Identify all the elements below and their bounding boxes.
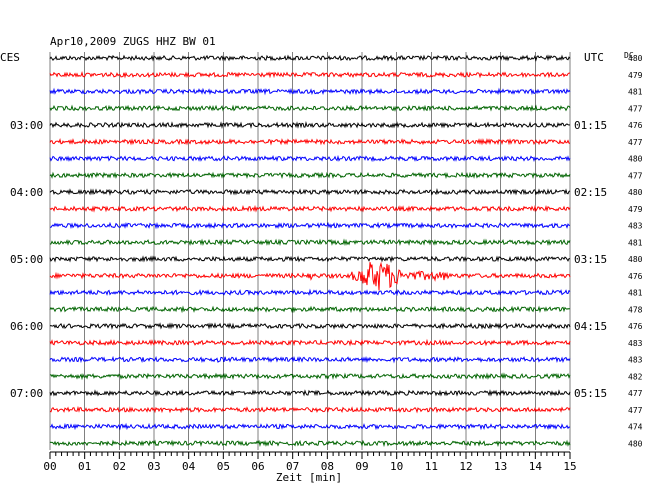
dc-value: 477 bbox=[628, 389, 643, 398]
trace-20 bbox=[49, 389, 571, 397]
right-time-label: 04:15 bbox=[574, 320, 607, 333]
trace-13 bbox=[49, 261, 571, 291]
right-time-label: 02:15 bbox=[574, 186, 607, 199]
trace-7 bbox=[49, 171, 571, 180]
dc-value: 477 bbox=[628, 406, 643, 415]
trace-3 bbox=[49, 104, 571, 112]
dc-value: 477 bbox=[628, 171, 643, 180]
trace-9 bbox=[49, 204, 571, 213]
left-timezone-label: CES bbox=[0, 51, 20, 64]
left-time-label: 06:00 bbox=[10, 320, 43, 333]
x-axis-label: Zeit [min] bbox=[276, 471, 342, 484]
trace-14 bbox=[49, 288, 571, 297]
x-tick-label: 11 bbox=[425, 460, 438, 473]
trace-6 bbox=[49, 154, 571, 163]
trace-21 bbox=[49, 405, 571, 414]
dc-value: 474 bbox=[628, 423, 643, 432]
x-tick-label: 10 bbox=[390, 460, 403, 473]
dc-value: 478 bbox=[628, 305, 643, 314]
x-tick-label: 08 bbox=[321, 460, 334, 473]
dc-value: 476 bbox=[628, 322, 643, 331]
dc-value: 481 bbox=[628, 238, 643, 247]
x-tick-label: 04 bbox=[182, 460, 196, 473]
dc-label: DC bbox=[624, 51, 634, 60]
dc-value: 480 bbox=[628, 188, 643, 197]
x-tick-label: 14 bbox=[529, 460, 543, 473]
dc-value: 480 bbox=[628, 255, 643, 264]
x-tick-label: 02 bbox=[113, 460, 126, 473]
trace-8 bbox=[49, 187, 571, 196]
dc-value: 481 bbox=[628, 289, 643, 298]
trace-19 bbox=[49, 372, 571, 381]
dc-value: 480 bbox=[628, 439, 643, 448]
right-time-label: 01:15 bbox=[574, 119, 607, 132]
x-tick-label: 03 bbox=[147, 460, 160, 473]
dc-value: 476 bbox=[628, 121, 643, 130]
chart-title: Apr10,2009 ZUGS HHZ BW 01 bbox=[50, 35, 216, 48]
right-time-label: 05:15 bbox=[574, 387, 607, 400]
trace-10 bbox=[50, 221, 571, 230]
left-time-label: 03:00 bbox=[10, 119, 43, 132]
trace-23 bbox=[49, 439, 571, 448]
trace-15 bbox=[49, 305, 571, 314]
trace-2 bbox=[49, 87, 571, 96]
trace-22 bbox=[49, 422, 571, 431]
x-axis: 00 01 02 03 04 05 06 07 08 09 10 11 12 13 14 15 bbox=[43, 451, 577, 473]
dc-value: 480 bbox=[628, 54, 643, 63]
trace-0 bbox=[49, 54, 571, 62]
trace-12 bbox=[49, 255, 571, 263]
x-tick-label: 15 bbox=[563, 460, 576, 473]
x-tick-label: 12 bbox=[459, 460, 472, 473]
x-tick-label: 06 bbox=[251, 460, 264, 473]
dc-value: 483 bbox=[628, 339, 643, 348]
dc-value: 483 bbox=[628, 356, 643, 365]
left-time-label: 04:00 bbox=[10, 186, 43, 199]
x-tick-label: 01 bbox=[78, 460, 91, 473]
trace-5 bbox=[49, 138, 571, 146]
right-timezone-label: UTC bbox=[584, 51, 604, 64]
dc-value: 479 bbox=[628, 205, 643, 214]
dc-value: 480 bbox=[628, 155, 643, 164]
right-time-label: 03:15 bbox=[574, 253, 607, 266]
dc-value: 476 bbox=[628, 272, 643, 281]
x-tick-label: 00 bbox=[43, 460, 56, 473]
time-grid bbox=[49, 52, 571, 450]
trace-1 bbox=[49, 70, 571, 79]
trace-16 bbox=[49, 322, 571, 330]
dc-value: 477 bbox=[628, 104, 643, 113]
traces bbox=[49, 54, 571, 448]
trace-17 bbox=[49, 338, 571, 347]
dc-value: 481 bbox=[628, 88, 643, 97]
dc-value: 482 bbox=[628, 372, 643, 381]
left-time-label: 07:00 bbox=[10, 387, 43, 400]
trace-18 bbox=[49, 355, 571, 364]
dc-value: 479 bbox=[628, 71, 643, 80]
dc-value: 483 bbox=[628, 222, 643, 231]
trace-4 bbox=[49, 121, 571, 129]
x-tick-label: 05 bbox=[217, 460, 230, 473]
x-tick-label: 13 bbox=[494, 460, 507, 473]
dc-value: 477 bbox=[628, 138, 643, 147]
trace-11 bbox=[49, 238, 571, 247]
left-time-label: 05:00 bbox=[10, 253, 43, 266]
x-tick-label: 09 bbox=[355, 460, 368, 473]
x-tick-label: 07 bbox=[286, 460, 299, 473]
time-labels: 480 479 481 477 476 477 480 477 480 479 483 481 480 4… bbox=[10, 54, 643, 448]
